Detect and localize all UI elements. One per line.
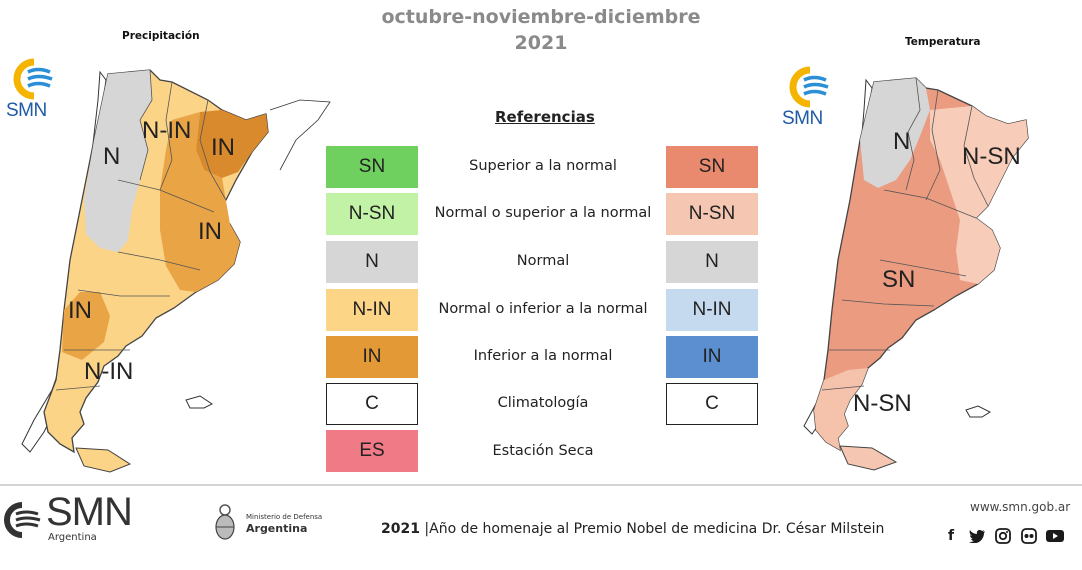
instagram-icon[interactable] [994, 527, 1012, 545]
legend-swatch-left: IN [326, 336, 418, 378]
legend-swatch-left: N-IN [326, 289, 418, 331]
flickr-icon[interactable] [1020, 527, 1038, 545]
precip-label-patagonia-south: N-IN [84, 358, 134, 385]
legend-swatch-left: SN [326, 146, 418, 188]
legend-swatch-left: N [326, 241, 418, 283]
legend-description: Estación Seca [492, 443, 594, 459]
ministry-name: Ministerio de Defensa [246, 513, 323, 521]
legend-description: Superior a la normal [469, 158, 617, 174]
precipitation-map-title: Precipitación [122, 30, 200, 42]
smn-sun-icon [789, 66, 829, 108]
smn-logo-precip: SMN [4, 58, 64, 124]
title-line-year: 2021 [514, 32, 568, 54]
footer-year: 2021 [381, 521, 420, 537]
legend-swatch-right: C [666, 383, 758, 425]
temperature-map-title: Temperatura [905, 36, 981, 48]
precip-label-north-central: N-IN [142, 117, 192, 144]
smn-footer-logo: SMN Argentina [0, 490, 160, 548]
twitter-icon[interactable] [968, 527, 986, 545]
smn-sun-icon [13, 58, 53, 100]
temp-label-northeast: N-SN [962, 143, 1021, 170]
precip-label-northeast: IN [211, 134, 235, 161]
ministry-country: Argentina [246, 522, 308, 535]
temp-label-south: N-SN [853, 390, 912, 417]
legend-description: Inferior a la normal [473, 348, 613, 364]
legend-swatch-left: N-SN [326, 193, 418, 235]
smn-logo-text: SMN [6, 100, 47, 121]
legend-description: Normal o superior a la normal [434, 205, 652, 221]
ministry-logo: Ministerio de Defensa Argentina [212, 502, 352, 542]
legend-swatch-right: N-IN [666, 289, 758, 331]
precip-label-northwest: N [103, 143, 121, 170]
legend-title: Referencias [495, 108, 595, 126]
legend-swatch-left: ES [326, 430, 418, 472]
legend-description: Climatología [497, 395, 589, 411]
footer-logo-text: SMN [46, 490, 133, 534]
legend-swatch-right: IN [666, 336, 758, 378]
title-line-period: octubre-noviembre-diciembre [381, 6, 701, 28]
youtube-icon[interactable] [1046, 527, 1064, 545]
precip-label-east: IN [198, 218, 222, 245]
precipitation-map [21, 69, 331, 473]
footer-divider [0, 484, 1082, 486]
temp-label-central: SN [882, 266, 916, 293]
smn-emblem-icon [4, 502, 41, 538]
legend-swatch-left: C [326, 383, 418, 425]
smn-logo-text: SMN [782, 108, 823, 129]
footer-tagline-text: Año de homenaje al Premio Nobel de medic… [429, 521, 885, 537]
temperature-map [803, 77, 1029, 471]
footer-separator: | [424, 521, 430, 537]
website-link[interactable]: www.smn.gob.ar [970, 500, 1071, 514]
legend-swatch-right: SN [666, 146, 758, 188]
legend-description: Normal [516, 253, 570, 269]
smn-logo-temp: SMN [780, 66, 840, 136]
footer-logo-sub: Argentina [48, 532, 97, 543]
legend-description: Normal o inferior a la normal [438, 301, 648, 317]
facebook-icon[interactable]: f [947, 528, 955, 544]
page-title: octubre-noviembre-diciembre 2021 [340, 4, 742, 56]
legend-swatch-right: N-SN [666, 193, 758, 235]
precip-label-patagonia-north: IN [68, 297, 92, 324]
legend-swatch-right: N [666, 241, 758, 283]
coat-of-arms-icon [215, 504, 235, 540]
temp-label-northwest: N [893, 128, 911, 155]
footer-tagline: 2021 |Año de homenaje al Premio Nobel de… [381, 521, 884, 537]
